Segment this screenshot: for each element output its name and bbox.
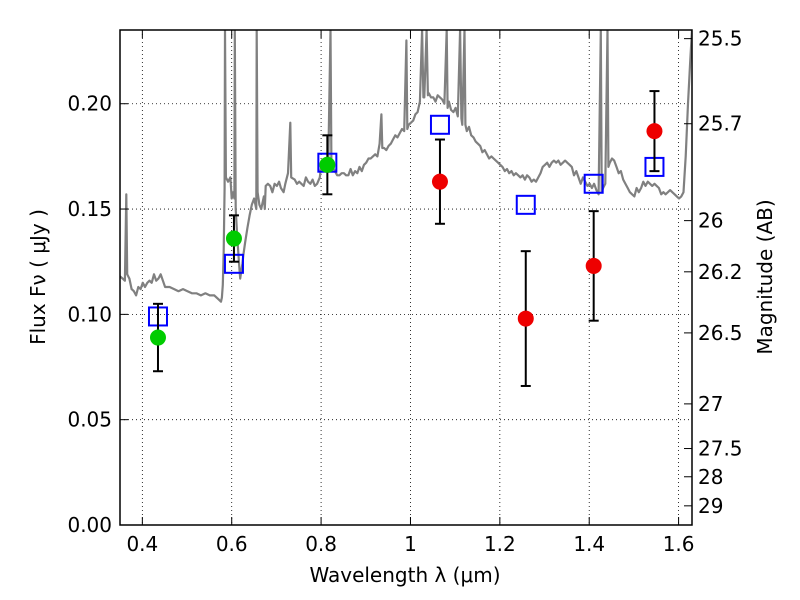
x-tick-label: 0.6 bbox=[216, 532, 248, 556]
x-tick-label: 1.2 bbox=[484, 532, 516, 556]
y-tick-label: 0.15 bbox=[67, 197, 112, 221]
model-photometry-square bbox=[515, 194, 536, 215]
observed-flux-point bbox=[517, 310, 534, 327]
x-axis-label: Wavelength λ (μm) bbox=[309, 563, 500, 587]
mag-tick-label: 26.5 bbox=[698, 321, 743, 345]
mag-tick-label: 27.5 bbox=[698, 437, 743, 461]
model-photometry-square bbox=[429, 114, 450, 135]
mag-tick-label: 26.2 bbox=[698, 260, 743, 284]
x-tick-label: 0.8 bbox=[305, 532, 337, 556]
observed-flux-point bbox=[585, 257, 602, 274]
model-photometry-square bbox=[583, 173, 604, 194]
mag-tick-label: 26 bbox=[698, 209, 723, 233]
y-tick-label: 0.00 bbox=[67, 513, 112, 537]
mag-tick-label: 25.5 bbox=[698, 27, 743, 51]
plot-frame bbox=[119, 29, 693, 526]
mag-tick-label: 25.7 bbox=[698, 112, 743, 136]
x-tick-label: 1.4 bbox=[573, 532, 605, 556]
y-tick-label: 0.10 bbox=[67, 302, 112, 326]
mag-tick-label: 27 bbox=[698, 392, 723, 416]
y-tick-label: 0.20 bbox=[67, 92, 112, 116]
marker-layer bbox=[147, 90, 665, 387]
observed-flux-point bbox=[225, 230, 242, 247]
observed-flux-point bbox=[646, 123, 663, 140]
x-tick-label: 1.6 bbox=[663, 532, 695, 556]
observed-flux-point bbox=[149, 329, 166, 346]
y-axis-right-label: Magnitude (AB) bbox=[753, 199, 777, 354]
mag-tick-label: 28 bbox=[698, 465, 723, 489]
x-tick-label: 1 bbox=[404, 532, 417, 556]
mag-tick-label: 29 bbox=[698, 494, 723, 518]
x-tick-label: 0.4 bbox=[126, 532, 158, 556]
observed-flux-point bbox=[319, 156, 336, 173]
observed-flux-point bbox=[431, 173, 448, 190]
axis-ticks: 0.4 0.6 0.8 1 1.2 1.4 1.6 0.00 0.05 0.10 0.15 0.20 2… bbox=[67, 27, 742, 556]
y-axis-label: Flux Fν ( μJy ) bbox=[26, 209, 50, 345]
y-tick-label: 0.05 bbox=[67, 408, 112, 432]
